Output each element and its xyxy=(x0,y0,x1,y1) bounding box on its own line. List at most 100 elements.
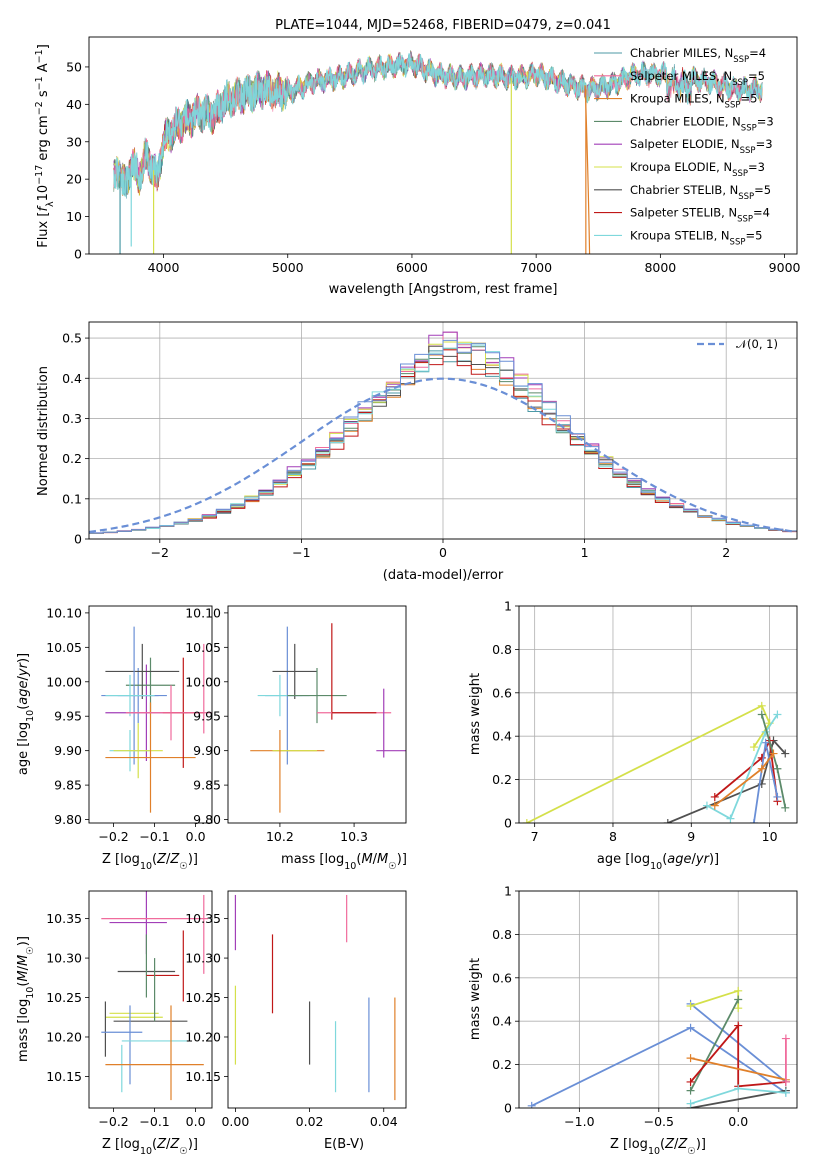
label-part: ☉ xyxy=(179,1146,188,1157)
weight-marker xyxy=(686,1099,695,1108)
x-tick-label: 8000 xyxy=(644,260,676,275)
legend-name: Chabrier ELODIE, N xyxy=(630,114,741,128)
y-tick-label: 10.00 xyxy=(46,674,82,689)
y-tick-label: 10.25 xyxy=(46,990,82,1005)
x-axis-label: Z [log10(Z/Z☉)] xyxy=(610,1137,706,1157)
label-part: ( xyxy=(660,1137,665,1152)
weight-marker xyxy=(773,764,782,773)
legend-sub: SSP xyxy=(730,237,746,247)
label-part: mass [ xyxy=(281,852,324,867)
label-part: ( xyxy=(356,852,361,867)
label-part: log xyxy=(120,1137,140,1152)
legend-label: Chabrier MILES, NSSP=4 xyxy=(630,46,766,65)
label-part: log xyxy=(120,852,140,867)
hist-series xyxy=(89,339,797,534)
label-part: −17 xyxy=(34,165,45,185)
label-part: yr xyxy=(16,661,31,677)
weight-line xyxy=(689,1023,786,1088)
weight-marker xyxy=(734,1084,743,1093)
label-part: ] xyxy=(36,44,51,49)
weight-marker xyxy=(734,995,743,1004)
legend-label: Chabrier STELIB, NSSP=5 xyxy=(630,183,771,202)
legend-label: Kroupa MILES, NSSP=5 xyxy=(630,92,757,111)
label-part: log xyxy=(628,1137,648,1152)
weight-marker xyxy=(734,1021,743,1030)
legend-sub: SSP xyxy=(732,169,748,179)
label-part: yr xyxy=(695,852,711,867)
label-part: )] xyxy=(397,852,407,867)
label-part: mass [ xyxy=(16,1019,31,1062)
label-part: M xyxy=(377,852,388,867)
x-tick-label: 1 xyxy=(581,545,589,560)
label-part: 10 xyxy=(25,710,36,722)
weight-line xyxy=(690,1089,787,1108)
label-part: 10 xyxy=(25,987,36,999)
weight-marker xyxy=(781,1088,790,1097)
x-tick-label: 0.0 xyxy=(186,829,206,844)
weight-marker xyxy=(757,701,766,710)
legend-count: =5 xyxy=(740,92,757,106)
x-tick-label: −0.1 xyxy=(139,1114,169,1129)
weight-marker xyxy=(757,710,766,719)
y-tick-label: 0.5 xyxy=(62,331,82,346)
legend-name: Salpeter STELIB, N xyxy=(630,206,737,220)
plot-area xyxy=(89,331,797,534)
y-tick-label: 0.3 xyxy=(62,411,82,426)
y-tick-label: 10.10 xyxy=(46,605,82,620)
label-part: s xyxy=(36,90,51,101)
legend-count: =5 xyxy=(748,69,765,83)
label-part: M xyxy=(361,852,372,867)
weight-marker xyxy=(773,710,782,719)
weight-marker xyxy=(686,1002,695,1011)
label-part: / xyxy=(674,1137,679,1152)
hist-series xyxy=(89,349,797,534)
label-part: 10 xyxy=(650,861,662,872)
x-axis-label: age [log10(age/yr)] xyxy=(597,852,719,872)
x-tick-label: −0.2 xyxy=(98,1114,128,1129)
weight-marker xyxy=(686,1054,695,1063)
label-part: Flux [ xyxy=(36,212,51,248)
label-part: )] xyxy=(188,852,198,867)
plot-area xyxy=(113,50,763,254)
label-part: Z [ xyxy=(610,1137,628,1152)
x-tick-label: 9000 xyxy=(769,260,801,275)
label-part: )] xyxy=(16,936,31,946)
label-part: ☉ xyxy=(25,946,36,955)
y-tick-label: 20 xyxy=(66,172,82,187)
legend-label: Salpeter STELIB, NSSP=4 xyxy=(630,206,770,225)
label-part: ☉ xyxy=(388,861,397,872)
legend-name: Chabrier STELIB, N xyxy=(630,183,738,197)
x-tick-label: 9 xyxy=(687,829,695,844)
mass-vs-ebv-axes: 0.00 0.02 0.04 10.15 10.20 10.25 10.30 10.35 xyxy=(185,890,407,1129)
x-tick-label: −1 xyxy=(292,545,310,560)
legend-sub: SSP xyxy=(725,101,741,111)
label-part: ( xyxy=(16,705,31,710)
y-tick-label: 9.85 xyxy=(193,778,221,793)
y-tick-label: 10.35 xyxy=(46,911,82,926)
x-tick-label: 0 xyxy=(439,545,447,560)
legend-count: =3 xyxy=(756,137,773,151)
spectrum-axes: 4000 5000 6000 7000 8000 9000 0 10 20 30 40 50 xyxy=(66,36,801,275)
x-tick-label: 5000 xyxy=(272,260,304,275)
weight-marker xyxy=(757,764,766,773)
y-tick-label: 10 xyxy=(66,209,82,224)
label-part: )] xyxy=(709,852,719,867)
y-tick-label: 0.2 xyxy=(492,1057,512,1072)
y-axis-label: Normed distribution xyxy=(36,366,51,496)
label-part: log xyxy=(16,999,31,1019)
y-tick-label: 0 xyxy=(74,532,82,547)
plot-area xyxy=(234,894,396,1101)
y-tick-label: 10.20 xyxy=(185,1029,221,1044)
x-axis-label: (data-model)/error xyxy=(383,568,504,583)
spectrum-drop xyxy=(584,85,591,254)
axes-frame xyxy=(518,890,798,1109)
label-part: 10 xyxy=(36,185,51,202)
axes-frame xyxy=(227,605,407,824)
x-tick-label: −0.2 xyxy=(98,829,128,844)
weight-marker xyxy=(781,803,790,812)
y-tick-label: 1 xyxy=(504,884,512,899)
legend-name: Salpeter ELODIE, N xyxy=(630,137,740,151)
y-tick-label: 10.20 xyxy=(46,1029,82,1044)
y-tick-label: 40 xyxy=(66,97,82,112)
legend-label: Salpeter ELODIE, NSSP=3 xyxy=(630,137,773,156)
